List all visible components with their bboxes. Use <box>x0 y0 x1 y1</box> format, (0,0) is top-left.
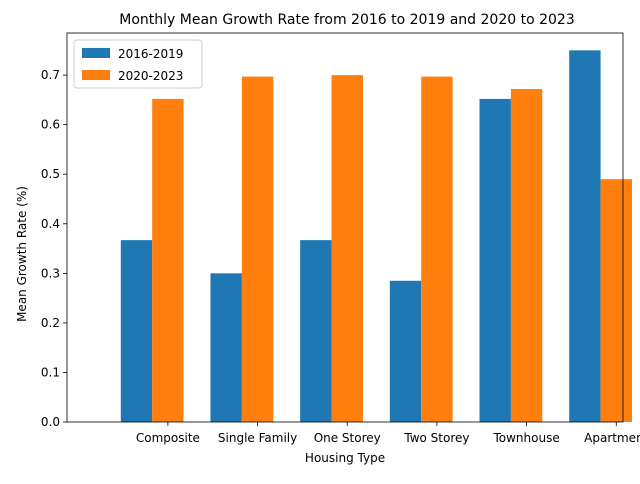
bar-1-4 <box>389 280 422 422</box>
y-tick-label: 0.2 <box>41 316 60 330</box>
bar-1-5 <box>479 98 511 422</box>
bar-2-4 <box>421 76 453 423</box>
bar-2-3 <box>331 75 363 423</box>
y-tick-label: 0.6 <box>41 118 60 132</box>
x-tick-label: Two Storey <box>403 431 469 445</box>
x-tick-label: Single Family <box>218 431 297 445</box>
y-axis: 0.0 0.1 0.2 0.3 0.4 0.5 0.6 0.7 <box>41 68 67 429</box>
y-tick-label: 0.7 <box>41 68 60 82</box>
legend-swatch <box>82 48 110 58</box>
y-tick-label: 0.0 <box>41 415 60 429</box>
bar-1-2 <box>210 273 242 422</box>
x-tick-label: Composite <box>136 431 200 445</box>
y-tick-label: 0.4 <box>41 217 60 231</box>
legend-label: 2020-2023 <box>118 69 183 83</box>
x-axis: Composite Single Family One Storey Two Stor… <box>136 422 640 445</box>
bar-1-6 <box>569 50 601 423</box>
x-tick-label: Townhouse <box>492 431 559 445</box>
y-tick-label: 0.3 <box>41 266 60 280</box>
chart-title: Monthly Mean Growth Rate from 2016 to 20… <box>119 12 574 28</box>
bar-2-6 <box>600 179 632 422</box>
bar-1-3 <box>300 240 332 422</box>
x-tick-label: One Storey <box>314 431 381 445</box>
plot-area <box>66 32 632 423</box>
bar-2-5 <box>510 89 543 422</box>
legend-label: 2016-2019 <box>118 47 183 61</box>
bar-2-1 <box>152 98 184 422</box>
legend-swatch <box>82 70 110 80</box>
x-axis-label: Housing Type <box>305 451 385 465</box>
axes-frame <box>66 32 624 423</box>
bar-1-1 <box>120 240 153 422</box>
x-tick-label: Apartment <box>584 431 640 445</box>
y-tick-label: 0.5 <box>41 167 60 181</box>
legend: 2016-2019 2020-2023 <box>73 39 203 89</box>
y-tick-label: 0.1 <box>41 365 60 379</box>
y-axis-label: Mean Growth Rate (%) <box>15 186 29 322</box>
bar-2-2 <box>241 76 274 423</box>
